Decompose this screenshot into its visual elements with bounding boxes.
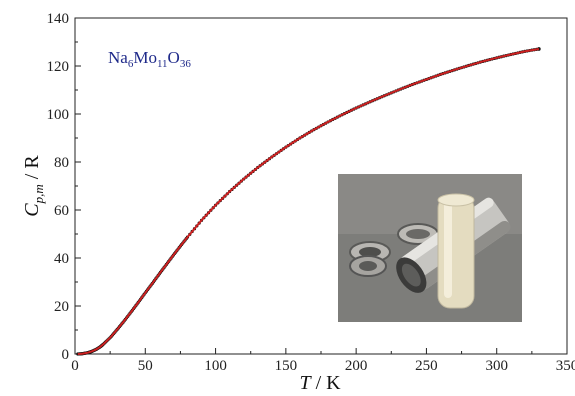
x-axis-symbol: T [299,372,312,394]
x-tick-label: 300 [485,358,508,374]
formula-element: Mo [133,48,157,67]
y-tick-label: 100 [47,107,70,123]
x-tick-label: 250 [415,358,438,374]
y-tick-label: 40 [54,251,69,267]
formula-element: Na [108,48,128,67]
x-tick-label: 200 [345,358,368,374]
y-tick-label: 140 [47,11,70,27]
x-tick-label: 0 [71,358,79,374]
fit-curve [77,47,540,355]
x-axis-unit: / K [311,372,342,394]
formula-element: O [168,48,180,67]
y-tick-label: 80 [54,155,69,171]
x-axis-title: T / K [299,372,341,394]
axis-ticks [74,17,568,355]
y-axis-subscript: p,m [31,184,46,204]
y-tick-label: 20 [54,299,69,315]
x-tick-label: 50 [138,358,153,374]
x-tick-label: 350 [556,358,575,374]
formula-subscript: 6 [128,58,134,70]
y-tick-label: 60 [54,203,69,219]
formula-subscript: 36 [180,58,192,70]
x-tick-label: 100 [204,358,227,374]
y-axis-title: Cp,m / R [21,155,46,217]
x-tick-label: 150 [275,358,298,374]
tick-labels: 0 50 100 150 200 250 300 350 0 20 40 60 80 100 120 140 [47,11,575,374]
y-tick-label: 0 [62,347,70,363]
compound-formula: Na6Mo11O36 [108,48,191,70]
y-tick-label: 120 [47,59,70,75]
y-axis-unit: / R [21,155,43,185]
y-axis-symbol: C [21,203,43,217]
formula-subscript: 11 [157,58,168,70]
inset-photo [338,174,522,322]
